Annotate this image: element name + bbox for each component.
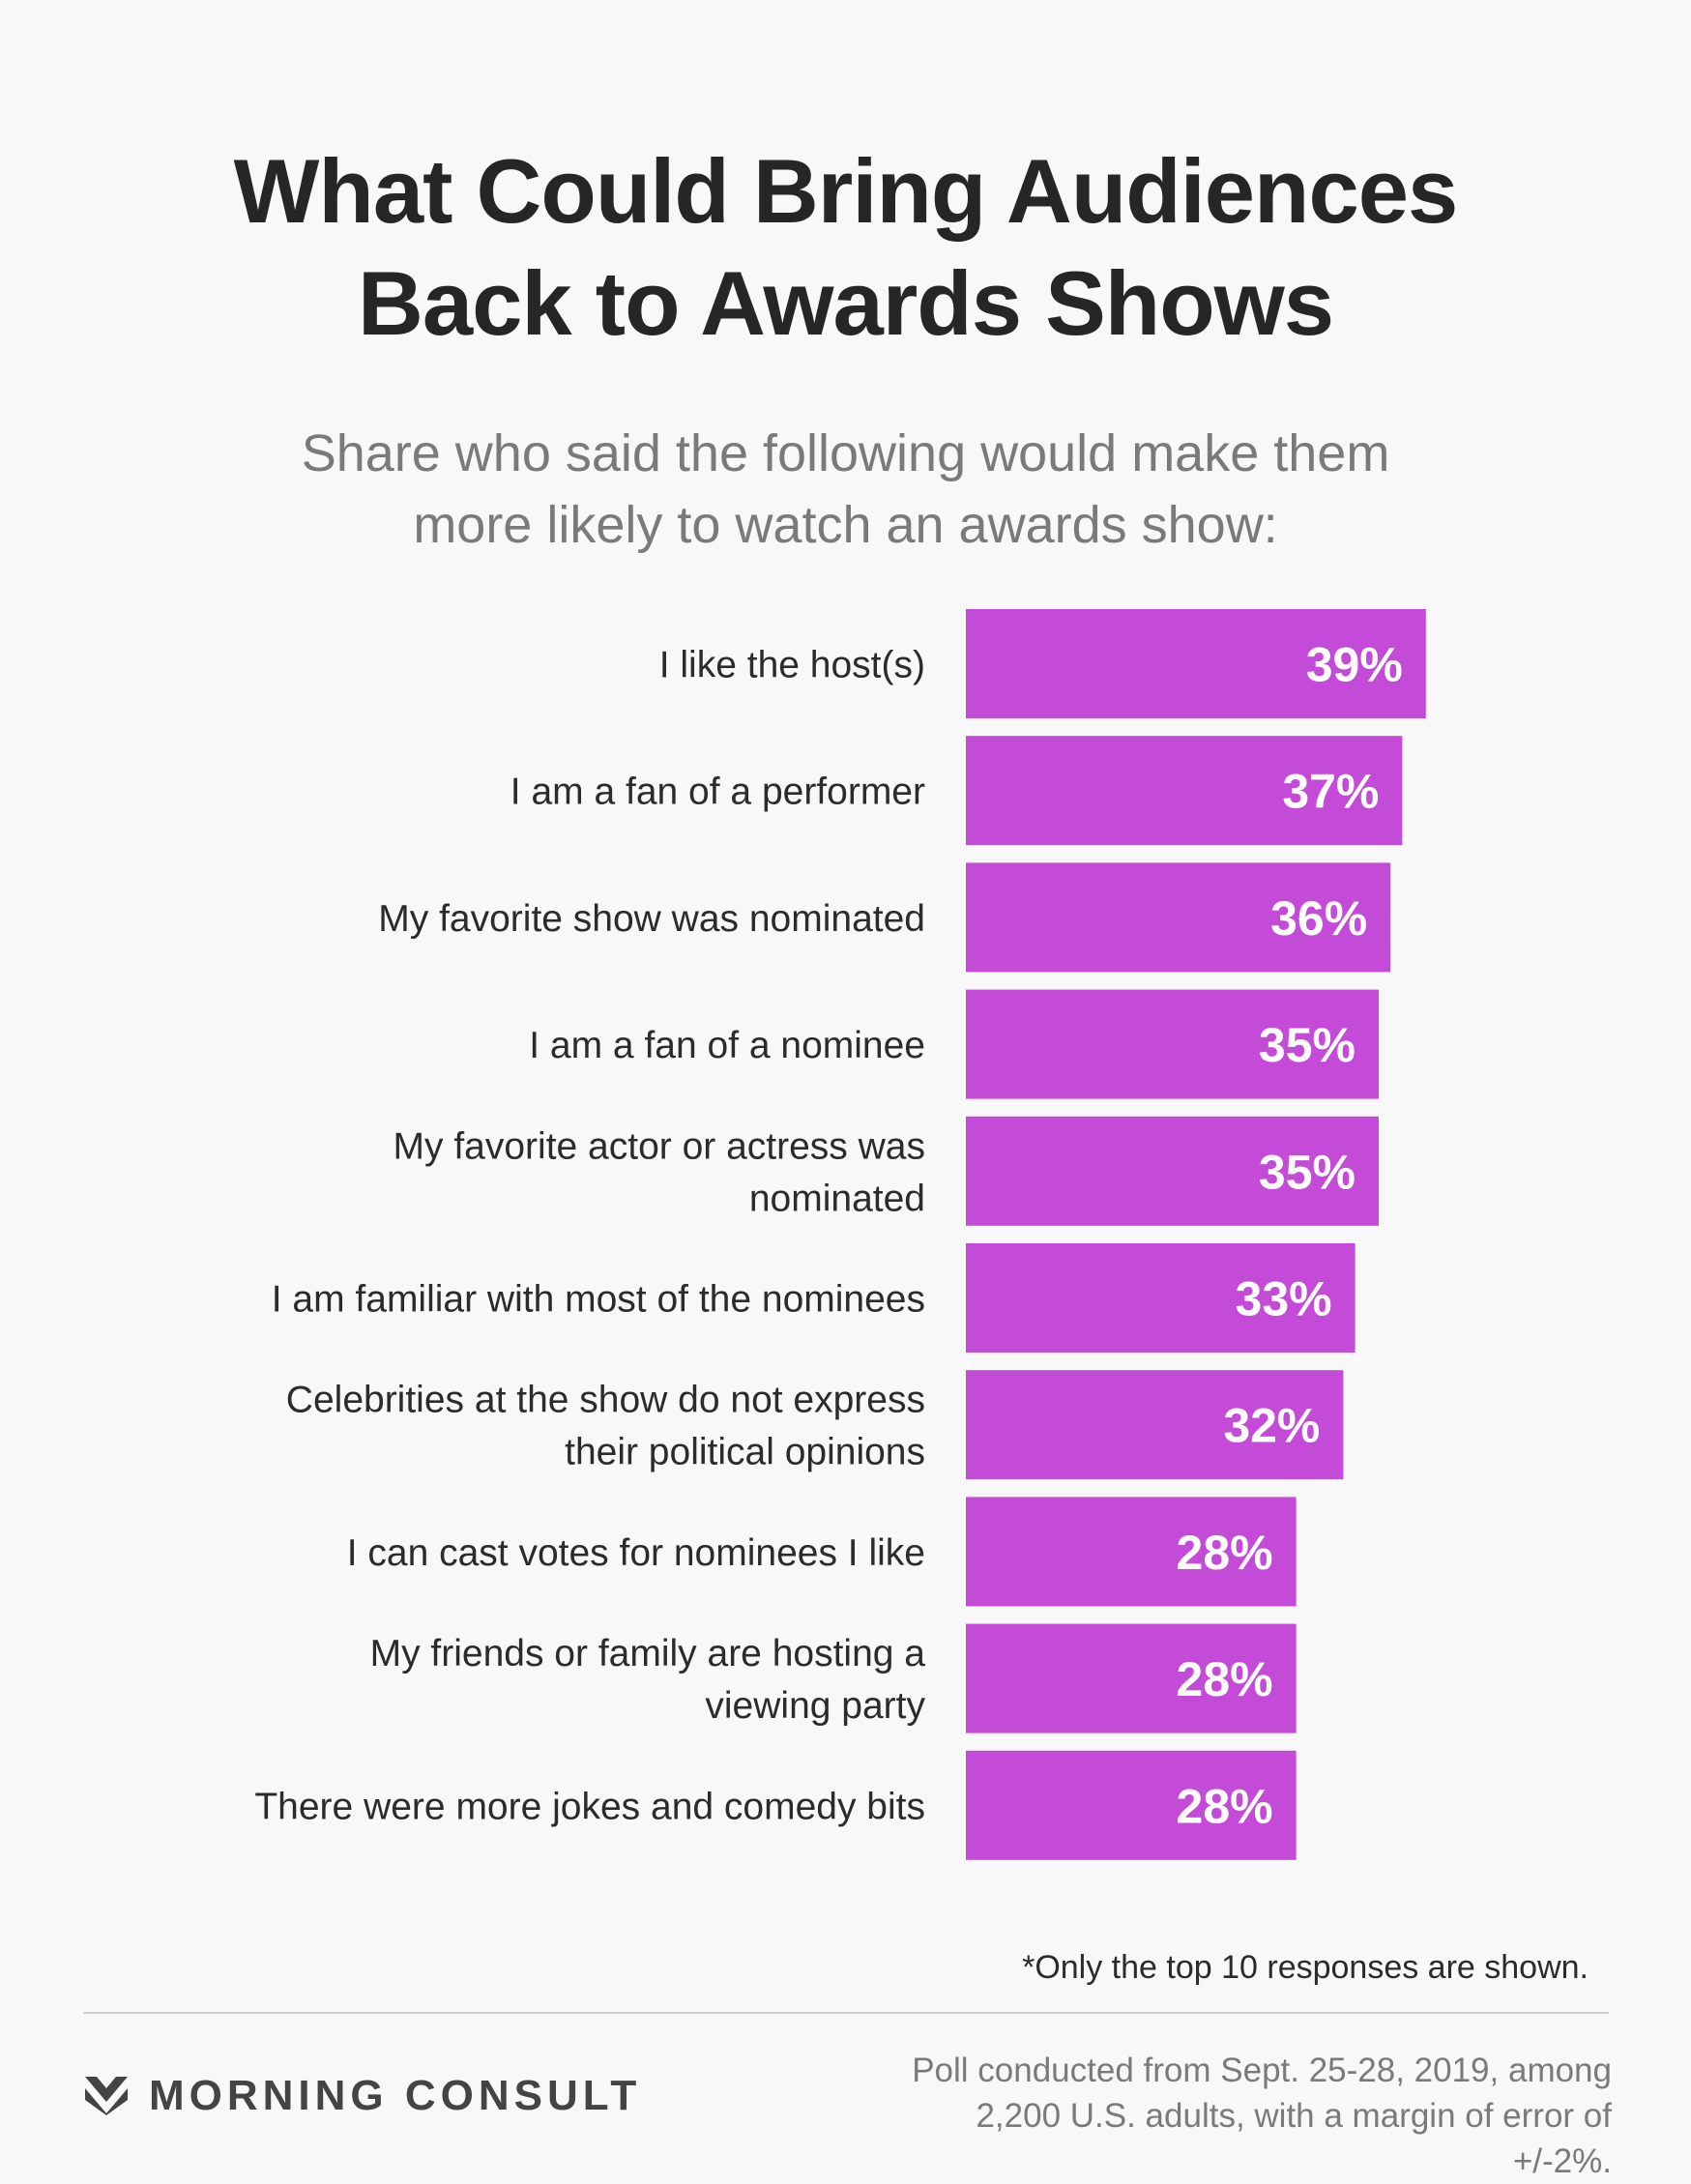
category-label-10: There were more jokes and comedy bits bbox=[254, 1786, 925, 1827]
bar-3 bbox=[966, 862, 1391, 973]
category-label-9-line-2: viewing party bbox=[705, 1685, 925, 1727]
bar-4 bbox=[966, 989, 1379, 1099]
category-label-8-line-1: I can cast votes for nominees I like bbox=[347, 1532, 925, 1574]
bar-value-label-8: 28% bbox=[1177, 1526, 1273, 1580]
bar-value-label-7: 32% bbox=[1223, 1399, 1320, 1453]
chart-subtitle-line-2: more likely to watch an awards show: bbox=[413, 496, 1278, 554]
bar-value-label-2: 37% bbox=[1282, 765, 1379, 819]
category-label-8: I can cast votes for nominees I like bbox=[347, 1532, 925, 1574]
category-label-9-line-1: My friends or family are hosting a bbox=[370, 1633, 926, 1674]
bar-value-label-5: 35% bbox=[1259, 1145, 1356, 1199]
category-label-7-line-2: their political opinions bbox=[565, 1432, 925, 1473]
chart-subtitle: Share who said the following would make … bbox=[0, 418, 1691, 561]
category-label-10-line-1: There were more jokes and comedy bits bbox=[254, 1786, 925, 1827]
category-label-7-line-1: Celebrities at the show do not express bbox=[286, 1380, 925, 1421]
category-label-2-line-1: I am a fan of a performer bbox=[510, 772, 925, 813]
bar-value-label-9: 28% bbox=[1177, 1652, 1273, 1706]
bar-6 bbox=[966, 1243, 1356, 1353]
category-label-3: My favorite show was nominated bbox=[378, 898, 925, 940]
source-line-2: 2,200 U.S. adults, with a margin of erro… bbox=[976, 2097, 1612, 2180]
category-label-1-line-1: I like the host(s) bbox=[659, 645, 925, 686]
brand-logo: MORNING CONSULT bbox=[85, 2069, 641, 2123]
category-label-1: I like the host(s) bbox=[659, 645, 925, 686]
category-label-5-line-1: My favorite actor or actress was bbox=[394, 1125, 926, 1167]
bar-value-label-10: 28% bbox=[1177, 1779, 1273, 1833]
category-label-7: Celebrities at the show do not express th… bbox=[286, 1380, 925, 1473]
chart-title: What Could Bring Audiences Back to Award… bbox=[0, 135, 1691, 360]
category-label-5: My favorite actor or actress was nominate… bbox=[394, 1125, 926, 1219]
bar-value-label-4: 35% bbox=[1259, 1018, 1356, 1072]
bar-value-label-3: 36% bbox=[1270, 891, 1367, 946]
chart-subtitle-line-1: Share who said the following would make … bbox=[301, 424, 1390, 482]
category-label-9: My friends or family are hosting a viewin… bbox=[370, 1633, 926, 1727]
bar-8 bbox=[966, 1497, 1297, 1607]
bar-7 bbox=[966, 1370, 1344, 1480]
chart-title-line-1: What Could Bring Audiences bbox=[233, 140, 1459, 242]
bar-2 bbox=[966, 736, 1403, 846]
bar-5 bbox=[966, 1116, 1379, 1226]
bar-1 bbox=[966, 609, 1426, 718]
bar-value-label-1: 39% bbox=[1306, 638, 1403, 692]
category-label-4-line-1: I am a fan of a nominee bbox=[529, 1025, 925, 1066]
category-label-6: I am familiar with most of the nominees bbox=[272, 1279, 925, 1321]
category-label-2: I am a fan of a performer bbox=[510, 772, 925, 813]
footer-divider bbox=[83, 2012, 1609, 2014]
chart-title-line-2: Back to Awards Shows bbox=[357, 252, 1334, 354]
footnote: *Only the top 10 responses are shown. bbox=[1022, 1949, 1589, 1986]
morning-consult-chevron-icon bbox=[85, 2077, 128, 2115]
bar-10 bbox=[966, 1750, 1297, 1860]
category-label-3-line-1: My favorite show was nominated bbox=[378, 898, 925, 940]
brand-name: MORNING CONSULT bbox=[149, 2072, 642, 2119]
bar-9 bbox=[966, 1623, 1297, 1733]
source-note: Poll conducted from Sept. 25-28, 2019, a… bbox=[877, 2048, 1612, 2184]
category-label-4: I am a fan of a nominee bbox=[529, 1025, 925, 1066]
category-label-5-line-2: nominated bbox=[749, 1178, 925, 1219]
category-label-6-line-1: I am familiar with most of the nominees bbox=[272, 1279, 925, 1321]
bar-value-label-6: 33% bbox=[1236, 1272, 1332, 1326]
source-line-1: Poll conducted from Sept. 25-28, 2019, a… bbox=[912, 2052, 1612, 2089]
